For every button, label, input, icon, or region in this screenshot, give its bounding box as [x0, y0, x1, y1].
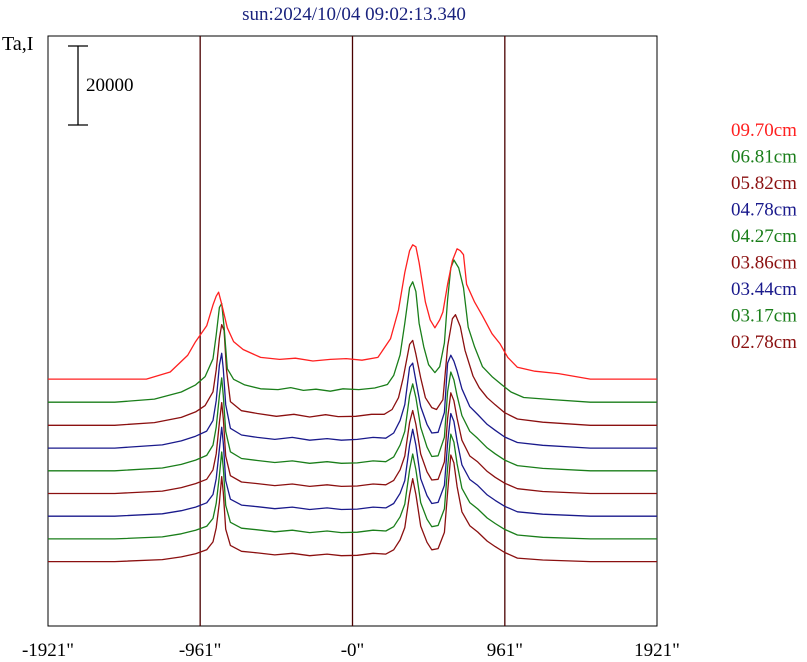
legend-entry: 03.44cm	[731, 279, 797, 300]
series-line-03_86cm	[48, 392, 657, 495]
legend-entry: 09.70cm	[731, 120, 797, 141]
series-line-09_70cm	[48, 244, 657, 380]
series-line-06_81cm	[48, 259, 657, 403]
legend-entry: 05.82cm	[731, 173, 797, 194]
x-tick-label: -961"	[179, 640, 222, 661]
series-line-03_17cm	[48, 433, 657, 540]
chart-title: sun:2024/10/04 09:02:13.340	[242, 4, 466, 25]
legend-entry: 06.81cm	[731, 147, 797, 168]
x-tick-label: -0"	[341, 640, 365, 661]
legend-entry: 04.78cm	[731, 200, 797, 221]
y-axis-label: Ta,I	[2, 33, 33, 55]
legend: 09.70cm 06.81cm 05.82cm 04.78cm 04.27cm 03.86…	[731, 120, 797, 353]
x-tick-label: -1921"	[22, 640, 74, 661]
x-tick-label: 961"	[487, 640, 523, 661]
series-line-05_82cm	[48, 314, 657, 426]
legend-entry: 04.27cm	[731, 226, 797, 247]
series-line-04_27cm	[48, 371, 657, 472]
series-line-03_44cm	[48, 412, 657, 517]
legend-entry: 02.78cm	[731, 332, 797, 353]
series-line-02_78cm	[48, 454, 657, 563]
x-tick-label: 1921"	[634, 640, 680, 661]
legend-entry: 03.17cm	[731, 306, 797, 327]
scale-bar: 20000	[68, 45, 134, 126]
series-line-04_78cm	[48, 352, 657, 449]
legend-entry: 03.86cm	[731, 253, 797, 274]
reference-lines	[199, 36, 506, 626]
series-lines	[48, 244, 657, 563]
scale-bar-label: 20000	[86, 75, 134, 96]
x-tick-labels: -1921" -961" -0" 961" 1921"	[22, 640, 680, 661]
